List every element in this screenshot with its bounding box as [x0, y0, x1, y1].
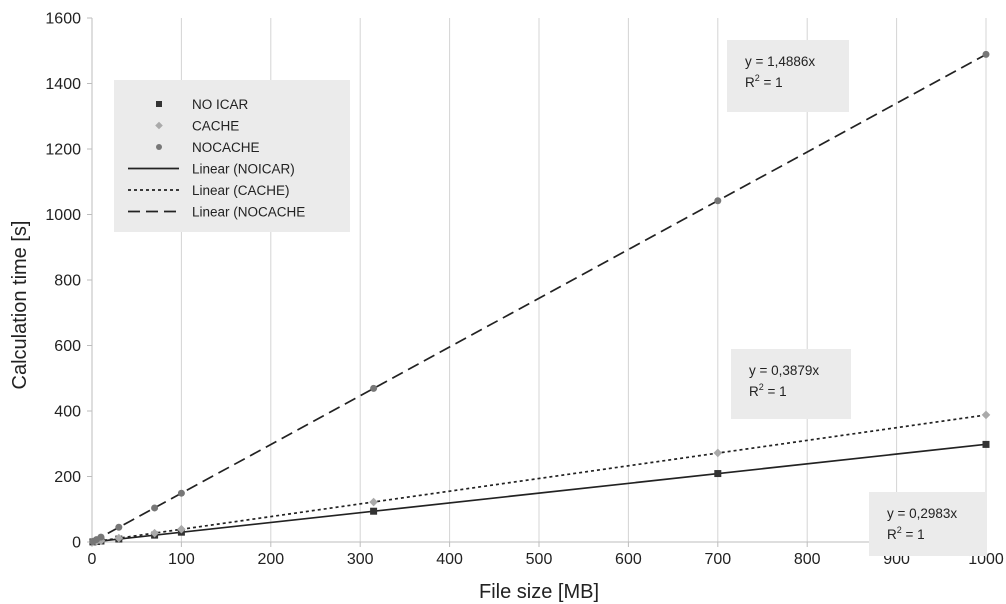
point-square-0 [982, 440, 990, 448]
x-tick-label: 700 [704, 551, 731, 568]
point-diamond-1 [114, 533, 124, 543]
x-tick-label: 600 [615, 551, 642, 568]
point-circle-2 [714, 197, 722, 205]
point-circle-2 [115, 523, 123, 531]
point-diamond-1 [177, 524, 186, 534]
point-circle-2 [97, 533, 105, 541]
trendline-equations: y = 0,2983x R2 = 1 y = 0,3879x R2 = 1 y = 1,… [727, 40, 987, 556]
y-tick-label: 400 [54, 404, 81, 421]
equation-text: y = 1,4886x [745, 54, 815, 69]
y-tick-label: 1200 [45, 142, 81, 159]
legend-entry: NO ICAR [192, 97, 249, 112]
x-axis-label: File size [MB] [479, 581, 599, 603]
equation-text: y = 0,3879x [749, 363, 819, 378]
y-tick-label: 800 [54, 273, 81, 290]
x-tick-label: 100 [168, 551, 195, 568]
legend-entry: NOCACHE [192, 140, 260, 155]
equation-text: y = 0,2983x [887, 506, 957, 521]
legend-entry: CACHE [192, 119, 239, 134]
legend-marker-0 [156, 101, 162, 107]
legend-entry: Linear (NOCACHE [192, 205, 305, 220]
equation-box-0 [869, 492, 987, 556]
equation-box-1 [731, 349, 851, 419]
y-tick-label: 1600 [45, 11, 81, 28]
y-tick-label: 600 [54, 338, 81, 355]
equation-box-2 [727, 40, 849, 112]
point-square-0 [714, 470, 722, 478]
trendline-2 [91, 53, 987, 543]
point-circle-2 [370, 384, 378, 392]
y-tick-label: 200 [54, 469, 81, 486]
y-tick-label: 1400 [45, 76, 81, 93]
y-tick-label: 1000 [45, 207, 81, 224]
y-axis-label: Calculation time [s] [9, 221, 31, 390]
r-squared-text: R2 = 1 [749, 382, 787, 399]
r-squared-text: R2 = 1 [745, 73, 783, 90]
legend: NO ICAR CACHE NOCACHE Linear (NOICAR) Linear… [114, 80, 350, 232]
legend-entry: Linear (CACHE) [192, 183, 290, 198]
trendline-0 [91, 443, 987, 543]
y-tick-label: 0 [72, 535, 81, 552]
x-tick-label: 300 [347, 551, 374, 568]
point-diamond-1 [369, 497, 378, 507]
point-circle-2 [982, 50, 990, 58]
x-tick-label: 500 [526, 551, 553, 568]
r-squared-text: R2 = 1 [887, 525, 925, 542]
data-points [88, 50, 991, 547]
point-square-0 [370, 507, 378, 515]
point-diamond-1 [981, 410, 991, 420]
trendlines [91, 53, 987, 543]
x-tick-label: 400 [436, 551, 463, 568]
x-tick-label: 200 [257, 551, 284, 568]
point-circle-2 [177, 489, 185, 497]
x-tick-label: 0 [88, 551, 97, 568]
x-tick-label: 800 [794, 551, 821, 568]
legend-marker-1 [155, 121, 163, 130]
legend-entry: Linear (NOICAR) [192, 162, 295, 177]
point-diamond-1 [150, 528, 159, 538]
point-circle-2 [151, 504, 159, 512]
trendline-1 [91, 414, 987, 543]
point-diamond-1 [713, 448, 723, 458]
legend-box [114, 80, 350, 232]
legend-marker-2 [156, 144, 162, 150]
